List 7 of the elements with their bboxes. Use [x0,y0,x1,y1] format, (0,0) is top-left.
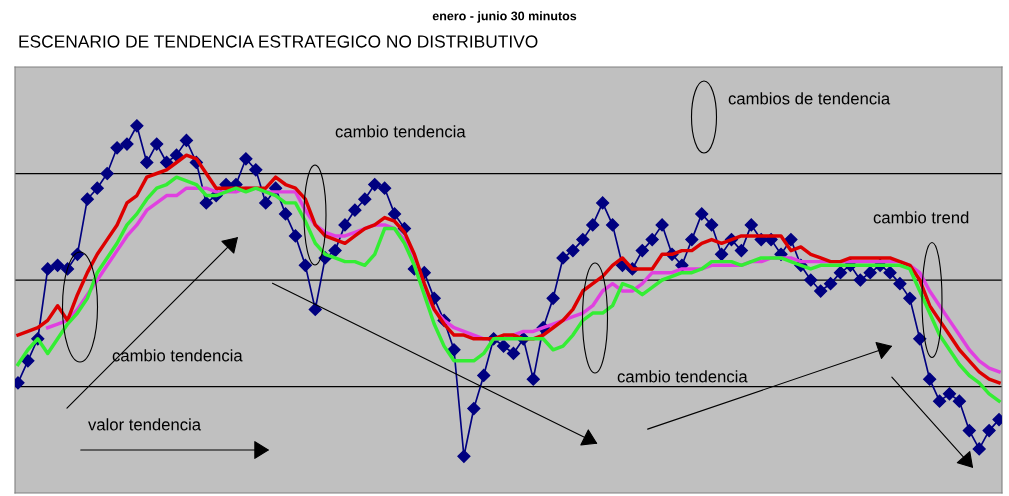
chart-title: enero - junio 30 minutos [432,11,577,23]
text: cambios de tendencia [728,92,891,105]
annotation: valor tendencia [88,418,202,431]
annotation: cambio trend [873,211,969,224]
annotation: cambio tendencia [335,125,466,138]
chart-subtitle: ESCENARIO DE TENDENCIA ESTRATEGICO NO DISTRIBUTIVO [19,35,538,48]
annotation: cambio tendencia [617,370,748,383]
